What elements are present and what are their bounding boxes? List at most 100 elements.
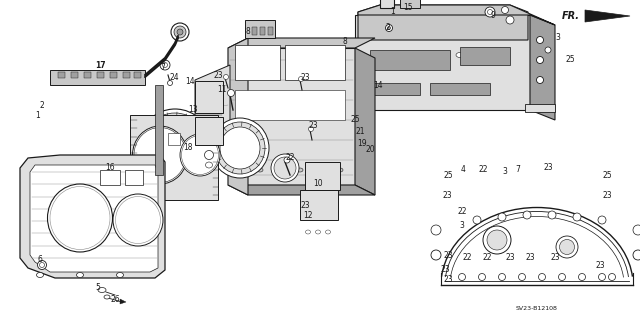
Text: 26: 26: [110, 295, 120, 305]
Ellipse shape: [305, 230, 310, 234]
Ellipse shape: [633, 250, 640, 260]
Bar: [168, 133, 180, 145]
Bar: [260, 27, 265, 35]
Text: 2: 2: [40, 100, 44, 109]
Ellipse shape: [171, 23, 189, 41]
Ellipse shape: [138, 109, 212, 187]
Bar: [370, 83, 420, 95]
Ellipse shape: [559, 273, 566, 280]
Polygon shape: [228, 38, 375, 48]
Ellipse shape: [326, 230, 330, 234]
Ellipse shape: [456, 53, 464, 57]
Ellipse shape: [633, 225, 640, 235]
Ellipse shape: [458, 273, 465, 280]
Ellipse shape: [598, 216, 606, 224]
Text: 25: 25: [602, 170, 612, 180]
Text: 5: 5: [95, 283, 100, 292]
Text: 25: 25: [350, 115, 360, 124]
Ellipse shape: [431, 250, 441, 260]
Bar: [58, 72, 65, 78]
Ellipse shape: [559, 240, 575, 255]
Bar: [195, 81, 223, 113]
Ellipse shape: [47, 184, 113, 252]
Bar: [300, 190, 338, 220]
Text: 16: 16: [105, 164, 115, 173]
Text: 12: 12: [303, 211, 313, 219]
Ellipse shape: [160, 60, 170, 70]
Ellipse shape: [396, 53, 404, 57]
Ellipse shape: [317, 196, 327, 204]
Polygon shape: [20, 155, 165, 278]
Text: 7: 7: [516, 166, 520, 174]
Ellipse shape: [538, 273, 545, 280]
Polygon shape: [358, 5, 555, 25]
Text: 4: 4: [461, 166, 465, 174]
Text: 7: 7: [161, 63, 165, 72]
Text: 23: 23: [308, 122, 318, 130]
Text: 24: 24: [169, 73, 179, 83]
Ellipse shape: [548, 211, 556, 219]
Ellipse shape: [536, 56, 543, 63]
Text: 23: 23: [602, 190, 612, 199]
Text: 23: 23: [443, 250, 453, 259]
Text: 25: 25: [443, 170, 453, 180]
Text: 23: 23: [213, 70, 223, 79]
Ellipse shape: [115, 197, 161, 243]
Ellipse shape: [523, 211, 531, 219]
Bar: [310, 201, 316, 205]
Ellipse shape: [147, 119, 202, 177]
Ellipse shape: [211, 118, 269, 178]
Ellipse shape: [274, 157, 296, 179]
Ellipse shape: [113, 194, 163, 246]
Bar: [400, 0, 420, 8]
Ellipse shape: [204, 123, 214, 133]
Text: 19: 19: [357, 138, 367, 147]
Polygon shape: [120, 299, 126, 304]
Ellipse shape: [387, 26, 390, 29]
Ellipse shape: [237, 168, 243, 172]
Text: 23: 23: [595, 261, 605, 270]
Text: 3: 3: [556, 33, 561, 42]
Text: 3: 3: [502, 167, 508, 176]
Ellipse shape: [215, 122, 265, 174]
Polygon shape: [30, 165, 158, 272]
Ellipse shape: [499, 273, 506, 280]
Ellipse shape: [284, 157, 290, 163]
Polygon shape: [195, 65, 230, 170]
Text: 25: 25: [565, 56, 575, 64]
Bar: [268, 27, 273, 35]
Ellipse shape: [116, 272, 124, 278]
Bar: [320, 201, 326, 205]
Text: SV23-B12108: SV23-B12108: [516, 306, 558, 310]
Ellipse shape: [40, 263, 45, 268]
Ellipse shape: [104, 295, 110, 299]
Ellipse shape: [476, 53, 484, 57]
Ellipse shape: [308, 127, 314, 131]
Ellipse shape: [431, 225, 441, 235]
Ellipse shape: [168, 80, 173, 85]
Ellipse shape: [376, 53, 384, 57]
Ellipse shape: [479, 273, 486, 280]
Bar: [330, 201, 336, 205]
Ellipse shape: [485, 7, 495, 17]
Polygon shape: [228, 38, 248, 195]
Ellipse shape: [536, 77, 543, 84]
Ellipse shape: [50, 187, 110, 249]
Ellipse shape: [77, 272, 83, 278]
Text: 2: 2: [386, 23, 390, 32]
Polygon shape: [355, 48, 375, 195]
Ellipse shape: [163, 63, 168, 68]
Ellipse shape: [177, 29, 183, 35]
Ellipse shape: [271, 154, 299, 182]
Text: 14: 14: [185, 78, 195, 86]
Polygon shape: [530, 15, 555, 120]
Ellipse shape: [609, 273, 616, 280]
Bar: [525, 104, 555, 112]
Text: 23: 23: [300, 72, 310, 81]
Ellipse shape: [598, 273, 605, 280]
Text: 18: 18: [183, 144, 193, 152]
Text: 23: 23: [550, 253, 560, 262]
Bar: [110, 72, 117, 78]
Text: 3: 3: [460, 220, 465, 229]
Ellipse shape: [545, 47, 551, 53]
